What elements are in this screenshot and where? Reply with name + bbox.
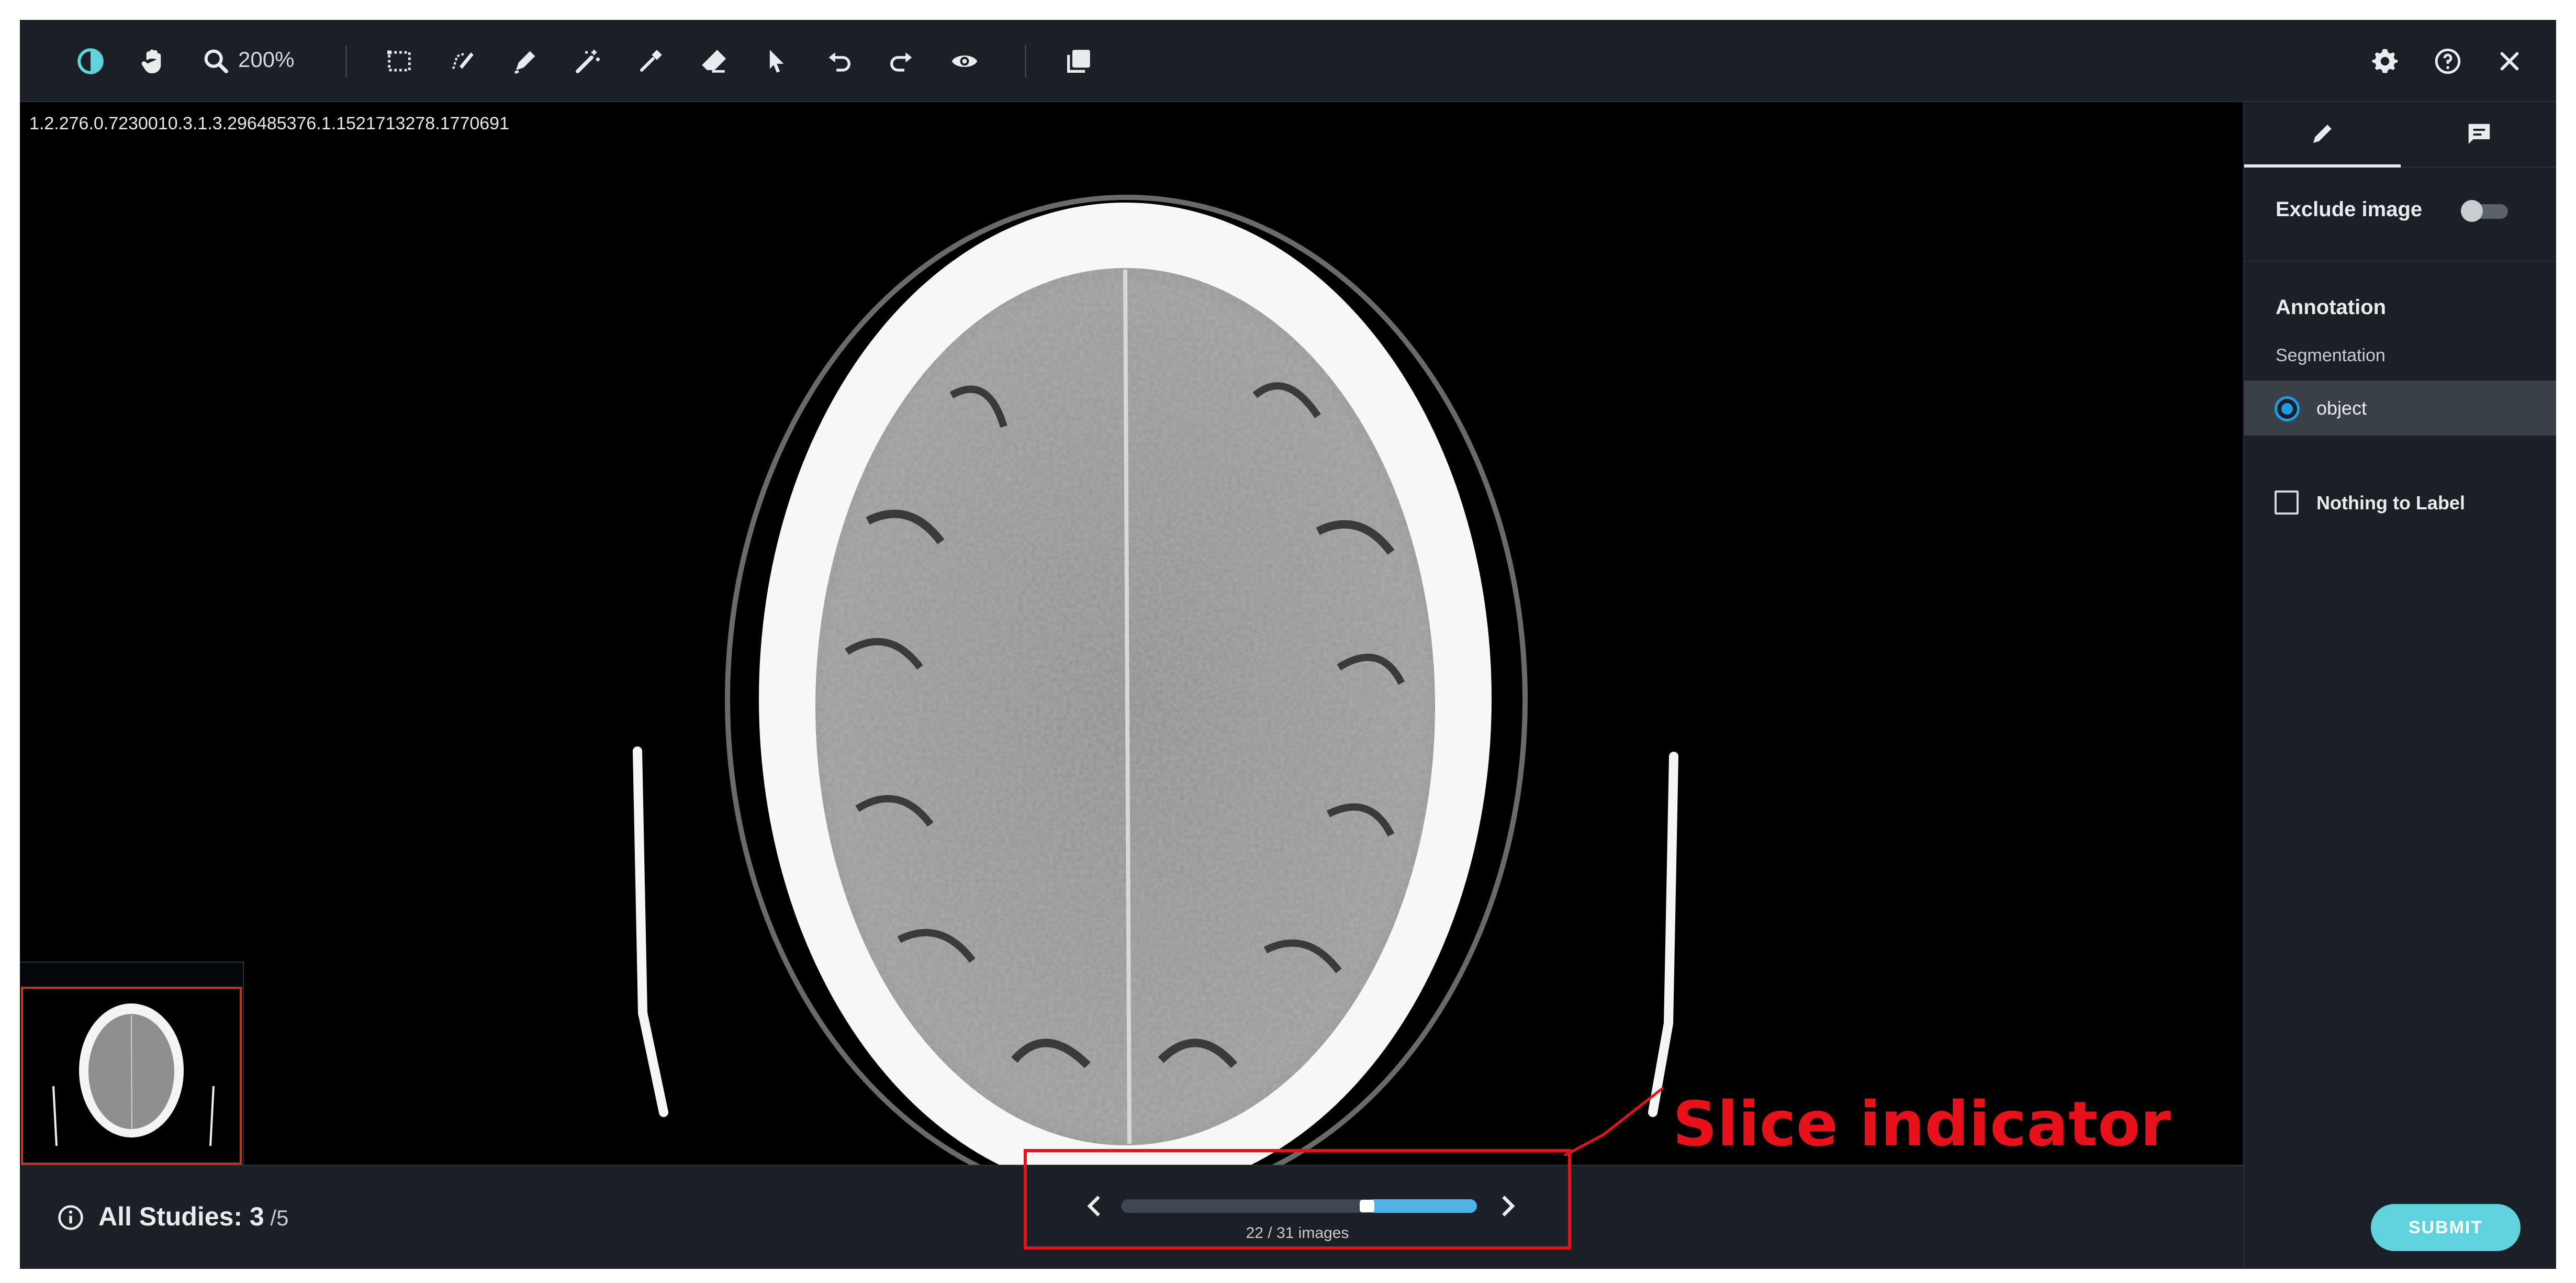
studies-total: /5 [264, 1206, 289, 1230]
toolbar-divider [345, 45, 347, 77]
toolbar-divider [1025, 45, 1026, 77]
visibility-eye-icon[interactable] [944, 41, 985, 82]
object-radio[interactable] [2275, 396, 2300, 421]
studies-prefix: All Studies: [98, 1202, 250, 1231]
info-icon[interactable] [57, 1203, 85, 1232]
annotation-heading: Annotation [2276, 296, 2387, 319]
top-toolbar: 200% [20, 20, 2556, 102]
undo-icon[interactable] [819, 41, 859, 82]
eraser-icon[interactable] [693, 41, 734, 82]
tab-comments[interactable] [2401, 102, 2556, 168]
image-viewer[interactable]: 1.2.276.0.7230010.3.1.3.296485376.1.1521… [20, 102, 2243, 1165]
layers-icon[interactable] [1058, 41, 1099, 82]
object-label: object [2316, 397, 2367, 419]
app-window: 200% [20, 20, 2556, 1269]
slice-thumbnail[interactable] [21, 987, 242, 1165]
toggle-knob [2461, 200, 2483, 222]
tab-annotate[interactable] [2244, 102, 2401, 168]
studies-count: 3 [249, 1202, 264, 1231]
label-option-object[interactable]: object [2244, 381, 2556, 436]
thumbnail-image [52, 1003, 215, 1146]
annotation-panel: Exclude image Annotation Segmentation ob… [2243, 102, 2556, 1269]
slice-slider-fill [1367, 1199, 1477, 1213]
zoom-icon[interactable] [196, 41, 237, 82]
study-uid-label: 1.2.276.0.7230010.3.1.3.296485376.1.1521… [29, 114, 510, 133]
close-icon[interactable] [2489, 41, 2530, 82]
nothing-to-label-checkbox[interactable] [2275, 490, 2299, 515]
callout-underline [1653, 1174, 2081, 1179]
nothing-to-label-row[interactable]: Nothing to Label [2244, 479, 2556, 526]
segmentation-label: Segmentation [2276, 345, 2385, 365]
callout-label: Slice indicator [1673, 1088, 2171, 1160]
redo-icon[interactable] [881, 41, 922, 82]
slice-count: 22 / 31 images [1246, 1224, 1349, 1242]
bounding-box-icon[interactable] [379, 41, 420, 82]
pencil-icon [2313, 124, 2332, 143]
chevron-left-icon[interactable] [1084, 1193, 1105, 1219]
polygon-draw-icon[interactable] [442, 41, 483, 82]
exclude-image-row: Exclude image [2244, 168, 2556, 262]
slice-indicator: 22 / 31 images [1024, 1149, 1571, 1249]
eyedropper-icon[interactable] [630, 41, 671, 82]
help-icon[interactable] [2427, 41, 2468, 82]
slice-slider[interactable] [1121, 1199, 1477, 1213]
nothing-to-label-text: Nothing to Label [2316, 492, 2465, 514]
radio-selected-dot [2281, 403, 2293, 415]
ct-scan-image[interactable] [20, 102, 2243, 1165]
pen-icon[interactable] [505, 41, 545, 82]
pan-hand-icon[interactable] [133, 41, 174, 82]
bottom-bar: All Studies: 3 /5 [20, 1165, 2243, 1269]
chevron-right-icon[interactable] [1497, 1193, 1518, 1219]
studies-progress: All Studies: 3 /5 [98, 1201, 288, 1232]
zoom-level[interactable]: 200% [238, 47, 295, 72]
exclude-image-label: Exclude image [2276, 198, 2423, 221]
exclude-image-toggle[interactable] [2461, 200, 2510, 222]
thumbnail-strip [20, 962, 244, 1165]
contrast-icon[interactable] [70, 41, 111, 82]
magic-wand-icon[interactable] [567, 41, 608, 82]
submit-button[interactable]: SUBMIT [2371, 1204, 2521, 1251]
gear-icon[interactable] [2365, 41, 2405, 82]
pointer-icon[interactable] [756, 41, 797, 82]
comment-icon [2468, 124, 2490, 144]
callout-leader-line [1564, 1087, 1664, 1156]
slice-slider-handle[interactable] [1360, 1200, 1374, 1212]
